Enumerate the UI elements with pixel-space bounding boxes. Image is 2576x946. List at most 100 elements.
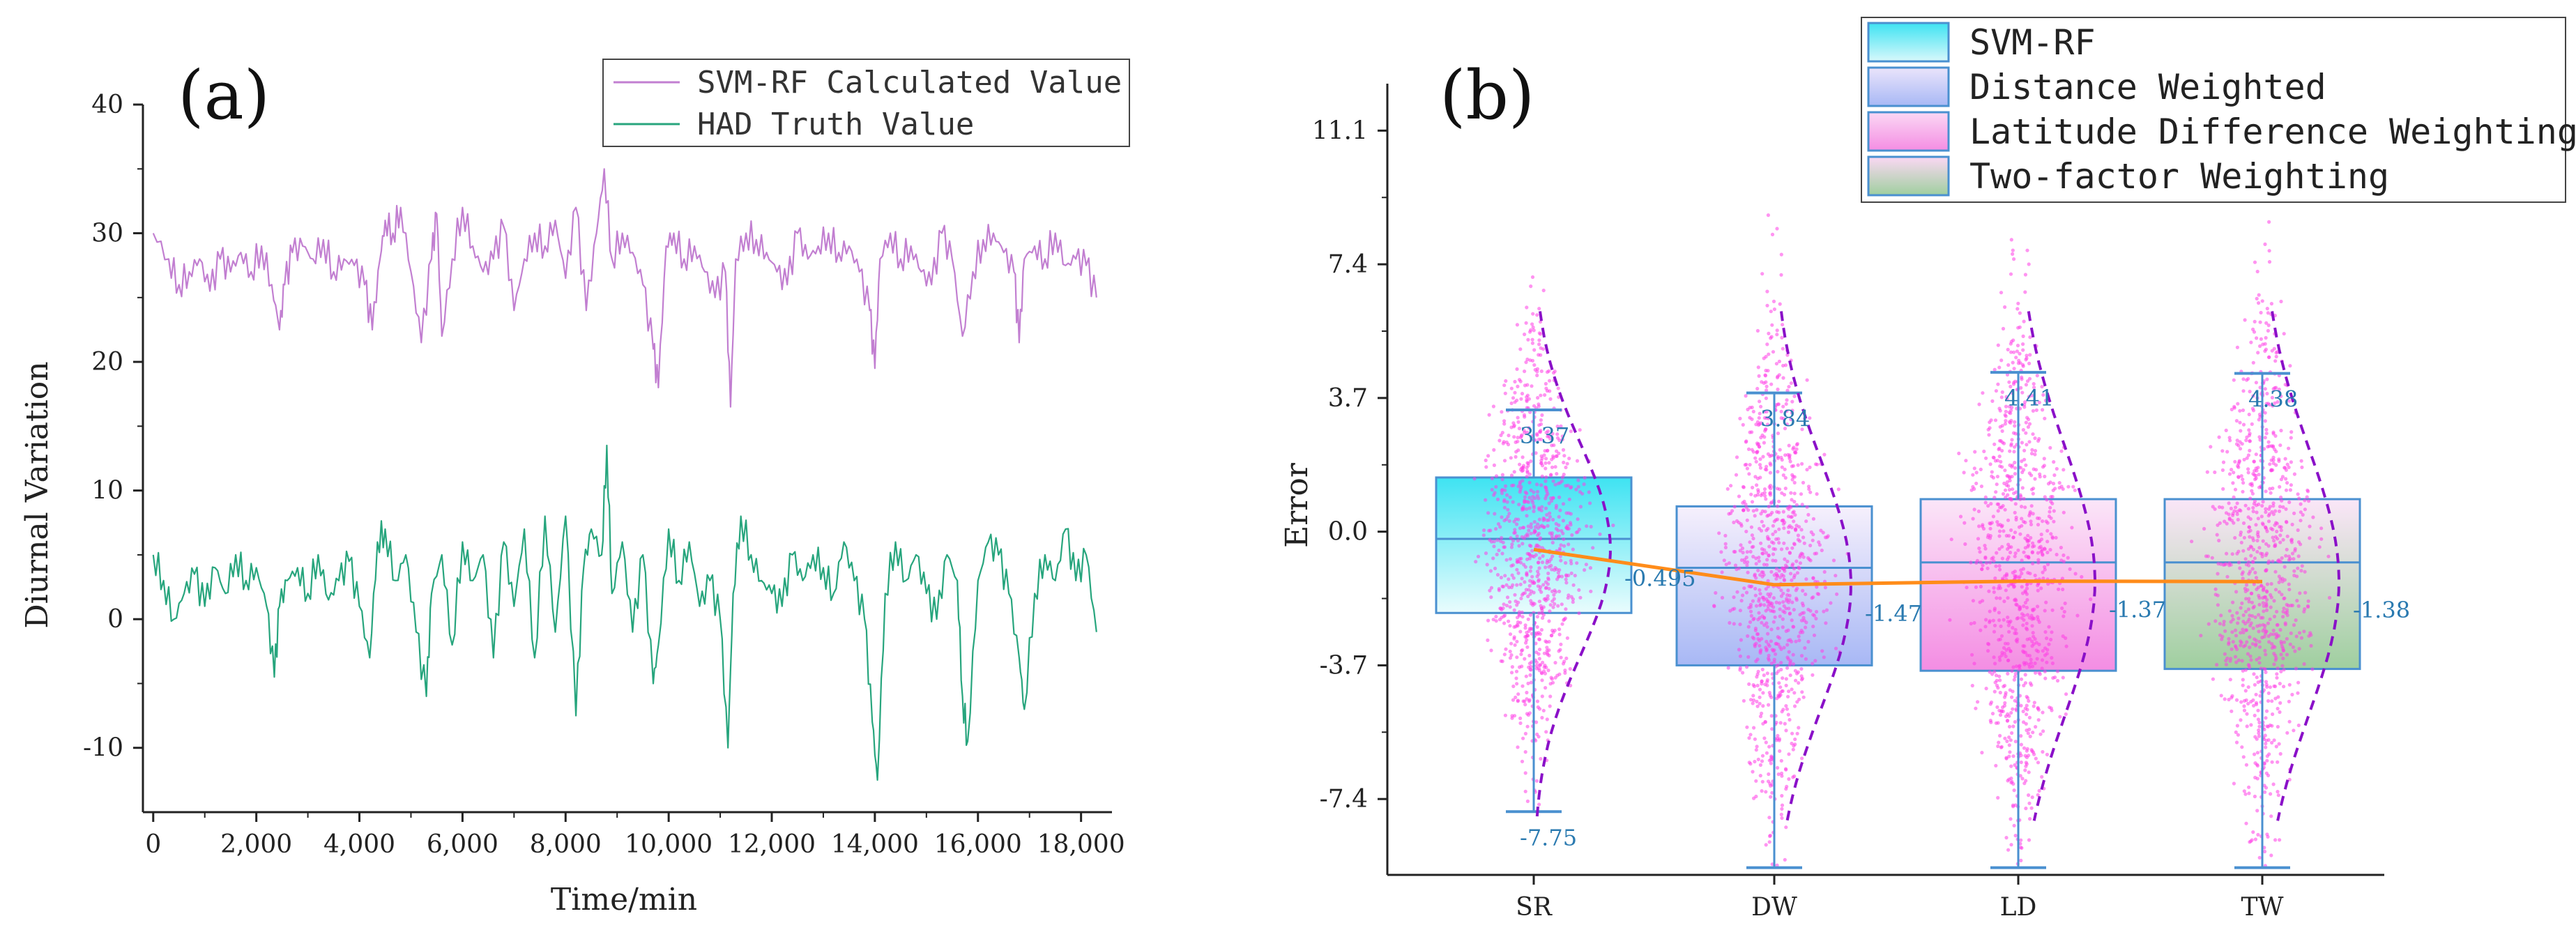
data-point: [1753, 759, 1757, 764]
data-point: [1547, 461, 1551, 465]
data-point: [1510, 665, 1514, 669]
data-point: [1750, 430, 1754, 434]
data-point: [2256, 351, 2260, 355]
data-point: [2271, 501, 2276, 505]
data-point: [1753, 628, 1758, 632]
data-point: [2009, 649, 2013, 653]
data-point: [1525, 645, 1530, 649]
data-point: [2032, 752, 2036, 756]
data-point: [1777, 373, 1781, 377]
data-point: [2278, 540, 2282, 544]
data-point: [2258, 694, 2262, 698]
data-point: [1771, 552, 1776, 556]
data-point: [2241, 613, 2246, 618]
data-point: [2257, 728, 2261, 733]
data-point: [1765, 647, 1769, 652]
data-point: [2061, 553, 2066, 558]
data-point: [1742, 586, 1746, 590]
data-point: [1508, 656, 1512, 660]
data-point: [1995, 502, 1999, 506]
data-point: [1997, 534, 2002, 538]
data-point: [1789, 491, 1793, 495]
data-point: [1537, 496, 1541, 501]
data-point: [2006, 363, 2011, 367]
data-point: [1529, 522, 1533, 526]
data-point: [1962, 471, 1966, 475]
data-point: [2035, 374, 2039, 378]
data-point: [1990, 672, 1995, 676]
data-point: [1510, 542, 1514, 547]
data-point: [2021, 567, 2025, 571]
data-point: [1497, 438, 1502, 443]
data-point: [2289, 537, 2294, 542]
data-point: [1544, 457, 1548, 461]
data-point: [2013, 502, 2018, 506]
data-point: [2273, 696, 2278, 701]
data-point: [1525, 799, 1530, 803]
data-point: [1792, 608, 1796, 612]
data-point: [1996, 523, 2000, 527]
data-point: [2278, 701, 2282, 705]
data-point: [2032, 467, 2036, 471]
data-point: [2004, 756, 2009, 760]
data-point: [1754, 556, 1758, 560]
data-point: [1781, 625, 1785, 630]
data-point: [1541, 616, 1545, 620]
data-point: [1578, 595, 1583, 600]
data-point: [2241, 489, 2245, 494]
data-point: [1528, 613, 1533, 617]
data-point: [1777, 359, 1781, 364]
data-point: [1557, 523, 1561, 528]
data-point: [1728, 511, 1733, 515]
data-point: [1530, 384, 1534, 388]
data-point: [1537, 666, 1541, 671]
data-point: [1550, 533, 1554, 538]
data-point: [1557, 672, 1562, 676]
data-point: [1779, 771, 1784, 775]
data-point: [2253, 761, 2257, 765]
data-point: [1778, 607, 1782, 611]
data-point: [1539, 671, 1544, 675]
data-point: [2247, 597, 2251, 601]
data-point: [1534, 451, 1538, 455]
data-point: [2263, 648, 2267, 653]
data-point: [1536, 522, 1540, 526]
data-point: [2049, 495, 2053, 499]
data-point: [1753, 572, 1757, 577]
data-point: [2024, 779, 2028, 783]
data-point: [1785, 388, 1790, 392]
data-point: [2029, 535, 2033, 540]
data-point: [2303, 498, 2307, 503]
data-point: [2225, 450, 2230, 454]
data-point: [2272, 346, 2276, 351]
data-point: [2258, 344, 2262, 349]
data-point: [2270, 395, 2274, 400]
data-point: [1509, 473, 1514, 478]
data-point: [2234, 730, 2238, 734]
data-point: [1963, 542, 1967, 547]
data-point: [2245, 724, 2249, 728]
data-point: [1525, 724, 1530, 728]
data-point: [1767, 331, 1771, 335]
data-point: [1826, 534, 1830, 538]
data-point: [2060, 577, 2064, 581]
data-point: [1509, 401, 1514, 406]
data-point: [1771, 532, 1775, 537]
data-point: [1514, 455, 1518, 459]
data-point: [1543, 671, 1548, 676]
data-point: [2004, 836, 2009, 840]
data-point: [1776, 504, 1780, 508]
data-point: [1507, 512, 1511, 516]
data-point: [1790, 687, 1794, 692]
data-point: [1500, 478, 1504, 482]
data-point: [2278, 505, 2282, 509]
data-point: [1751, 409, 1755, 414]
data-point: [1782, 604, 1786, 608]
data-point: [2280, 498, 2284, 503]
data-point: [1533, 529, 1537, 534]
data-point: [2283, 457, 2287, 461]
data-point: [2233, 535, 2237, 540]
data-point: [2013, 554, 2017, 558]
data-point: [1539, 663, 1543, 667]
data-point: [1732, 520, 1736, 525]
